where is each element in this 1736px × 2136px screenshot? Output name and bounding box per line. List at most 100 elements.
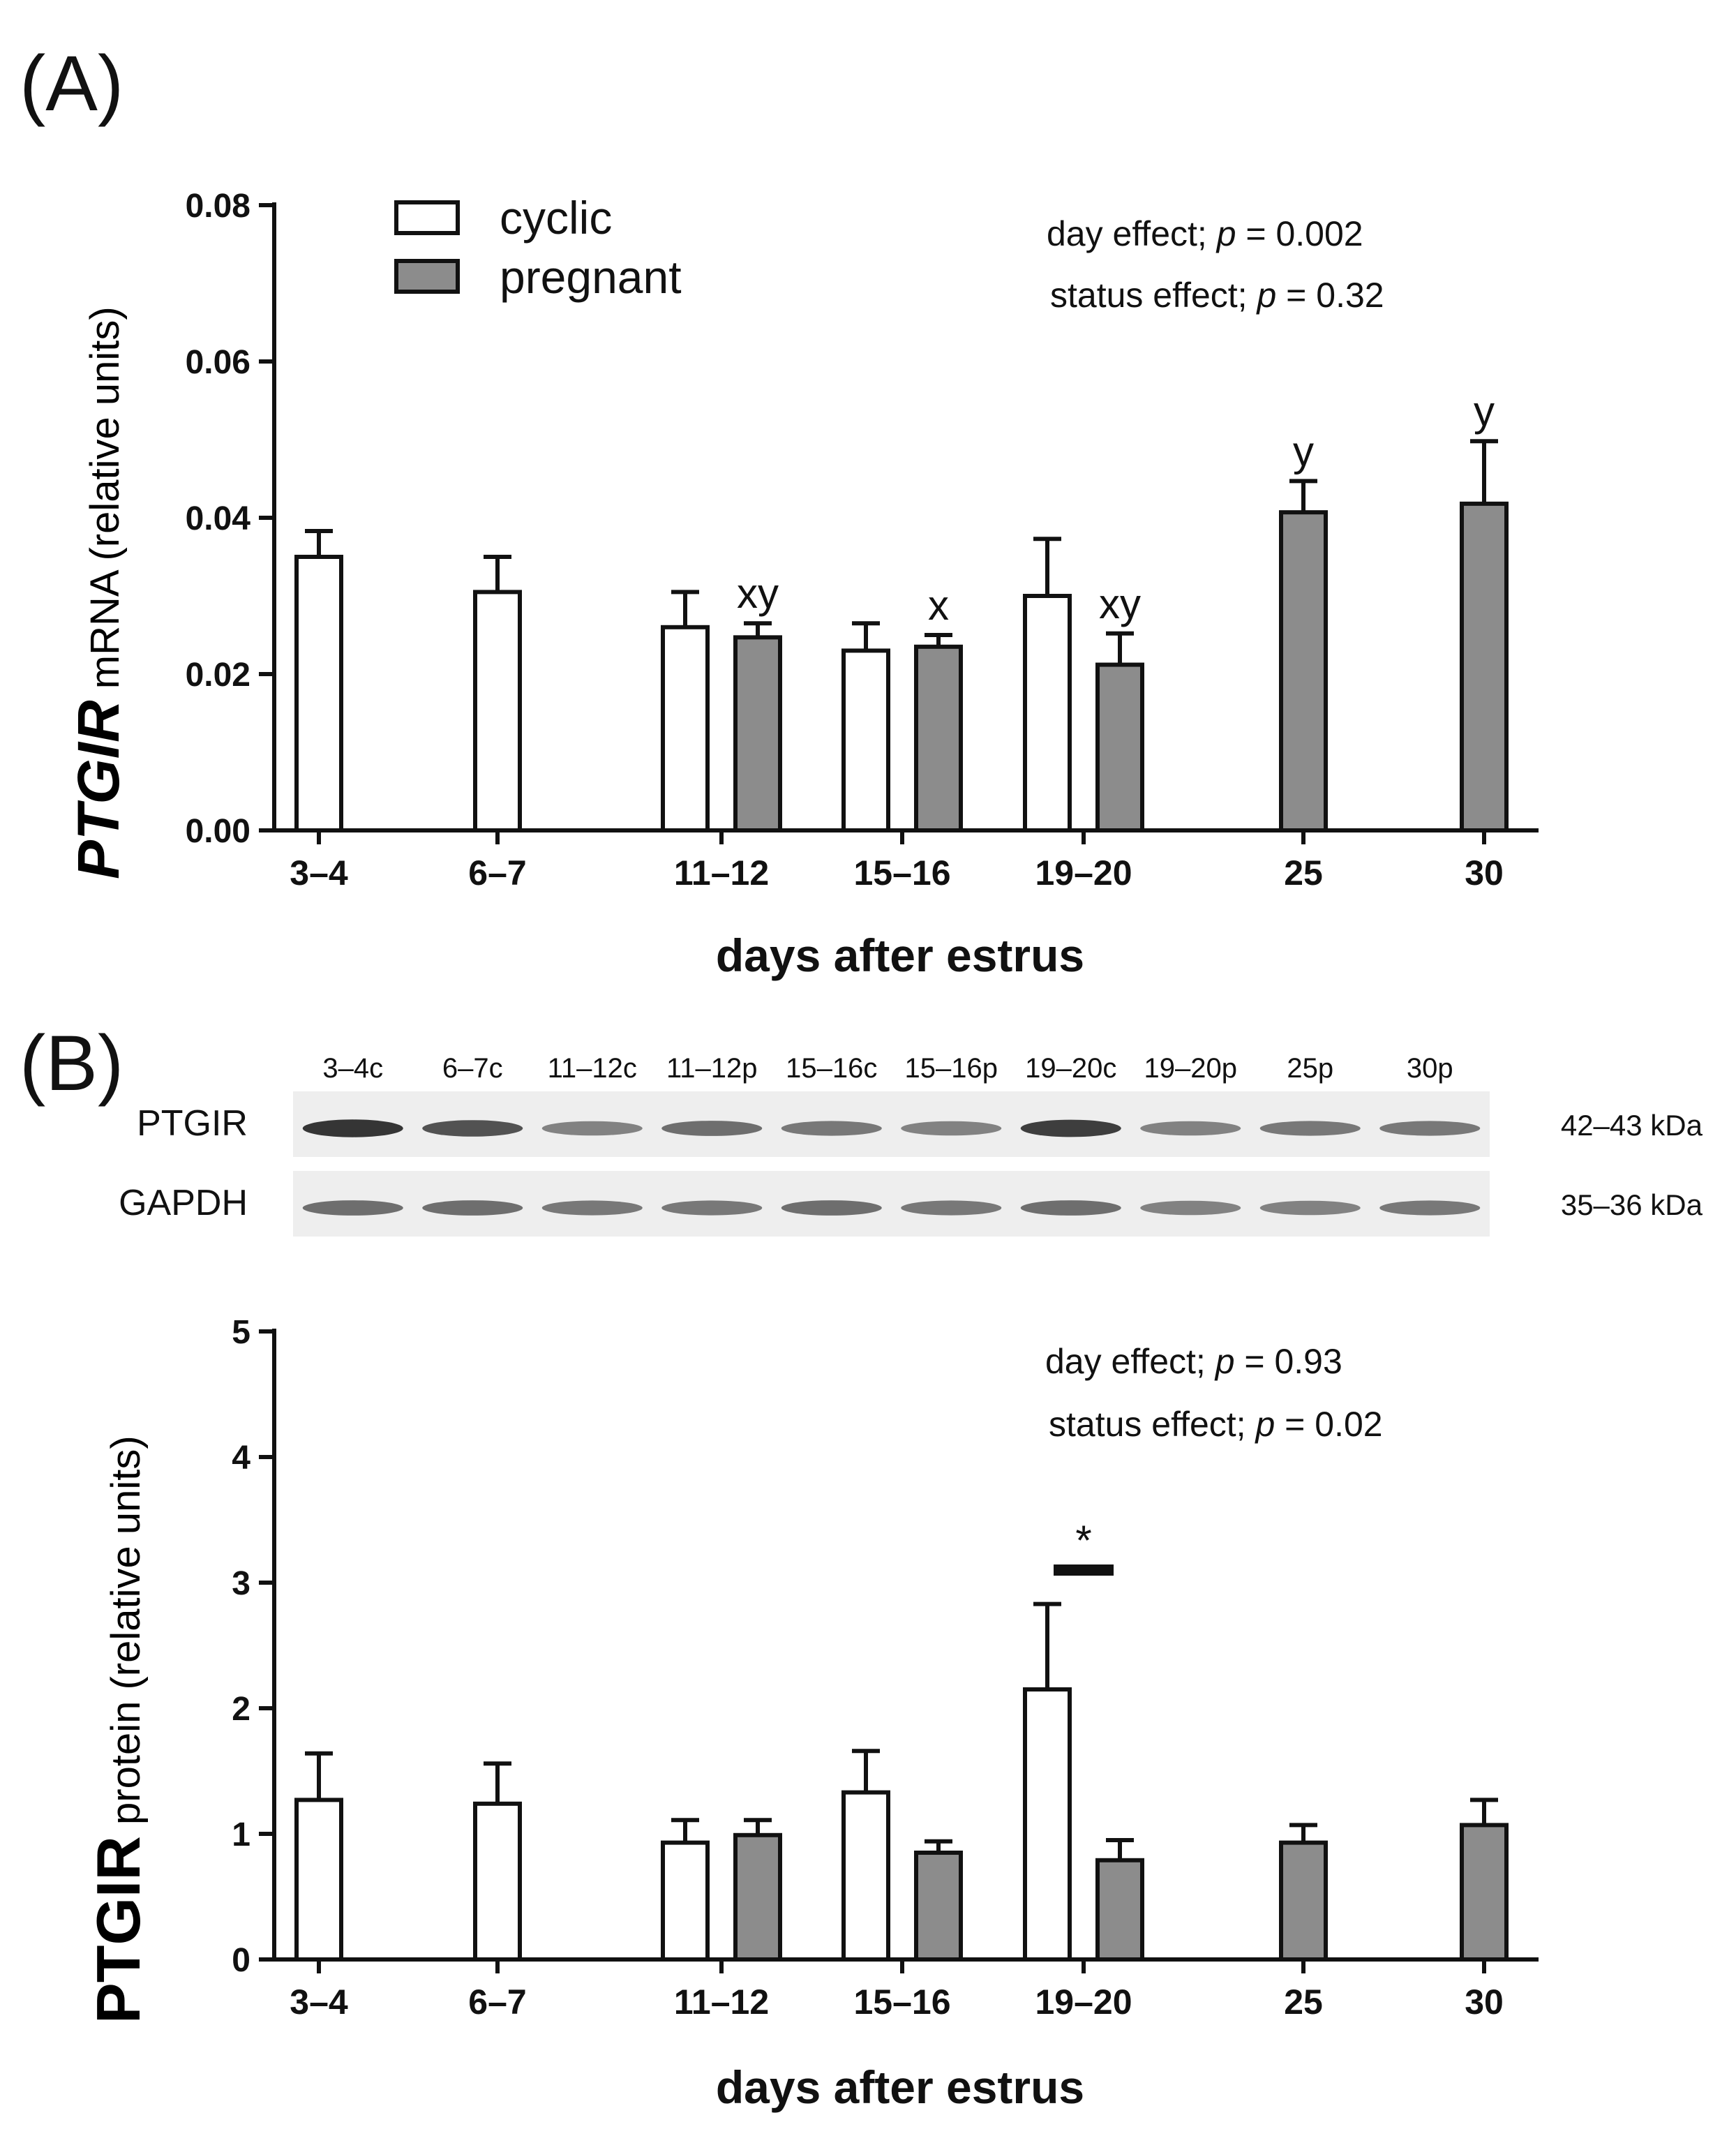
chart-b-plot: 0 1 2 3 4 5 3–4 6–7 11–12 15–16 19–20 25 30 * xyxy=(232,1314,1539,2022)
blot-lane-label: 19–20p xyxy=(1144,1053,1237,1084)
blot-lane-label: 30p xyxy=(1407,1053,1453,1084)
x-tick-label: 19–20 xyxy=(1035,853,1132,893)
chart-b-stat-status-prefix: status effect; xyxy=(1049,1405,1255,1444)
blot-band xyxy=(901,1200,1002,1216)
bar-cyclic xyxy=(294,555,343,832)
blot-band xyxy=(1259,1200,1361,1216)
x-tick-label: 25 xyxy=(1284,853,1323,893)
chart-b-xlabel: days after estrus xyxy=(716,2061,1084,2113)
legend-pregnant-swatch xyxy=(394,259,460,294)
blot-band xyxy=(1379,1121,1481,1136)
chart-b-ylabel-gene: PTGIR xyxy=(84,1836,153,2024)
chart-a: PTGIR mRNA (relative units) days after e… xyxy=(66,188,1539,981)
bar-pregnant xyxy=(733,1832,782,1962)
blot-lane-label: 11–12p xyxy=(666,1053,758,1084)
blot-band xyxy=(1140,1121,1241,1136)
chart-a-stat-day: day effect; p = 0.002 xyxy=(1047,214,1363,253)
chart-a-stat-status-p: p xyxy=(1255,276,1276,315)
blot-band xyxy=(661,1200,763,1216)
blot-lane-label: 15–16c xyxy=(786,1053,877,1084)
chart-a-ylabel-gene: PTGIR xyxy=(66,700,131,879)
y-tick-label: 0.04 xyxy=(186,500,251,537)
y-tick-label: 4 xyxy=(232,1440,250,1477)
bar-cyclic xyxy=(661,1840,710,1962)
group-annotation: xy xyxy=(737,570,779,617)
group-annotation: x xyxy=(928,582,949,629)
x-tick-label: 30 xyxy=(1465,853,1504,893)
blot-lane-label: 25p xyxy=(1287,1053,1333,1084)
y-tick-label: 0 xyxy=(232,1942,250,1979)
blot-band xyxy=(1140,1200,1241,1216)
y-tick-label: 0.00 xyxy=(186,813,250,850)
x-tick-label: 19–20 xyxy=(1035,1982,1132,2022)
x-tick-label: 15–16 xyxy=(853,853,950,893)
bar-pregnant xyxy=(1095,1858,1144,1962)
chart-a-stat-status-prefix: status effect; xyxy=(1050,276,1257,315)
bar-cyclic xyxy=(473,1801,522,1962)
bar-pregnant xyxy=(914,1851,963,1962)
blot-band xyxy=(541,1121,643,1136)
bar-pregnant xyxy=(1460,1823,1509,1962)
blot-band xyxy=(1259,1121,1361,1136)
chart-a-stat-status-value: = 0.32 xyxy=(1276,276,1384,315)
x-tick-label: 25 xyxy=(1284,1982,1323,2022)
y-tick-label: 0.02 xyxy=(186,657,250,694)
blot-band xyxy=(781,1121,882,1136)
significance-star: * xyxy=(1075,1517,1091,1564)
blot-band xyxy=(541,1200,643,1216)
blot-band xyxy=(1020,1119,1121,1137)
blot-band xyxy=(422,1120,523,1137)
x-tick-label: 6–7 xyxy=(468,853,526,893)
chart-b: PTGIR protein (relative units) days afte… xyxy=(84,1314,1539,2113)
chart-b-stat-day-prefix: day effect; xyxy=(1045,1342,1215,1381)
chart-b-stat-day-value: = 0.93 xyxy=(1235,1342,1342,1381)
y-tick-label: 2 xyxy=(232,1691,250,1728)
y-tick-label: 5 xyxy=(232,1314,250,1351)
blot-band xyxy=(901,1121,1002,1136)
panel-b-label: (B) xyxy=(20,1020,124,1107)
bar-pregnant xyxy=(733,635,782,832)
bar-pregnant xyxy=(1279,510,1328,832)
bar-cyclic xyxy=(1023,1687,1072,1962)
x-tick-label: 15–16 xyxy=(853,1982,950,2022)
chart-a-stat-status: status effect; p = 0.32 xyxy=(1050,276,1384,315)
chart-a-stat-day-prefix: day effect; xyxy=(1047,214,1217,253)
legend-pregnant-label: pregnant xyxy=(500,251,682,303)
legend-cyclic-swatch xyxy=(394,200,460,235)
group-annotation: y xyxy=(1293,428,1314,475)
chart-b-stat-status-value: = 0.02 xyxy=(1275,1405,1382,1444)
blot-band xyxy=(302,1200,403,1216)
x-tick-label: 30 xyxy=(1465,1982,1504,2022)
y-tick-label: 0.08 xyxy=(186,188,250,225)
chart-b-ylabel: PTGIR protein (relative units) xyxy=(84,1435,153,2024)
bar-pregnant xyxy=(1279,1840,1328,1962)
blot-kda-label: 35–36 kDa xyxy=(1561,1188,1703,1221)
group-annotation: y xyxy=(1474,388,1495,435)
blot-band xyxy=(1379,1200,1481,1216)
panel-a-label: (A) xyxy=(20,40,124,127)
blot-band xyxy=(781,1200,882,1216)
western-blot: 3–4c 6–7c 11–12c 11–12p 15–16c 15–16p 19–20c 19… xyxy=(119,1053,1703,1237)
chart-a-ylabel: PTGIR mRNA (relative units) xyxy=(66,306,131,879)
blot-lane-label: 3–4c xyxy=(322,1053,383,1084)
blot-lane-label: 6–7c xyxy=(442,1053,503,1084)
bar-cyclic xyxy=(294,1798,343,1962)
x-tick-label: 3–4 xyxy=(290,1982,348,2022)
chart-b-stat-day: day effect; p = 0.93 xyxy=(1045,1342,1342,1381)
blot-band xyxy=(302,1119,403,1137)
blot-row-label: PTGIR xyxy=(137,1103,248,1144)
chart-a-ylabel-rest: mRNA (relative units) xyxy=(82,306,128,700)
chart-b-stat-status: status effect; p = 0.02 xyxy=(1049,1405,1383,1444)
x-tick-label: 6–7 xyxy=(468,1982,526,2022)
blot-band xyxy=(661,1121,763,1136)
chart-a-stat-day-value: = 0.002 xyxy=(1236,214,1363,253)
blot-band xyxy=(422,1200,523,1216)
x-tick-label: 11–12 xyxy=(674,853,769,893)
chart-b-stat-day-p: p xyxy=(1214,1342,1235,1381)
blot-band xyxy=(1020,1200,1121,1216)
blot-lane-label: 19–20c xyxy=(1025,1053,1116,1084)
chart-b-ylabel-rest: protein (relative units) xyxy=(103,1435,149,1836)
group-annotation: xy xyxy=(1099,581,1141,627)
bar-pregnant xyxy=(914,644,963,832)
